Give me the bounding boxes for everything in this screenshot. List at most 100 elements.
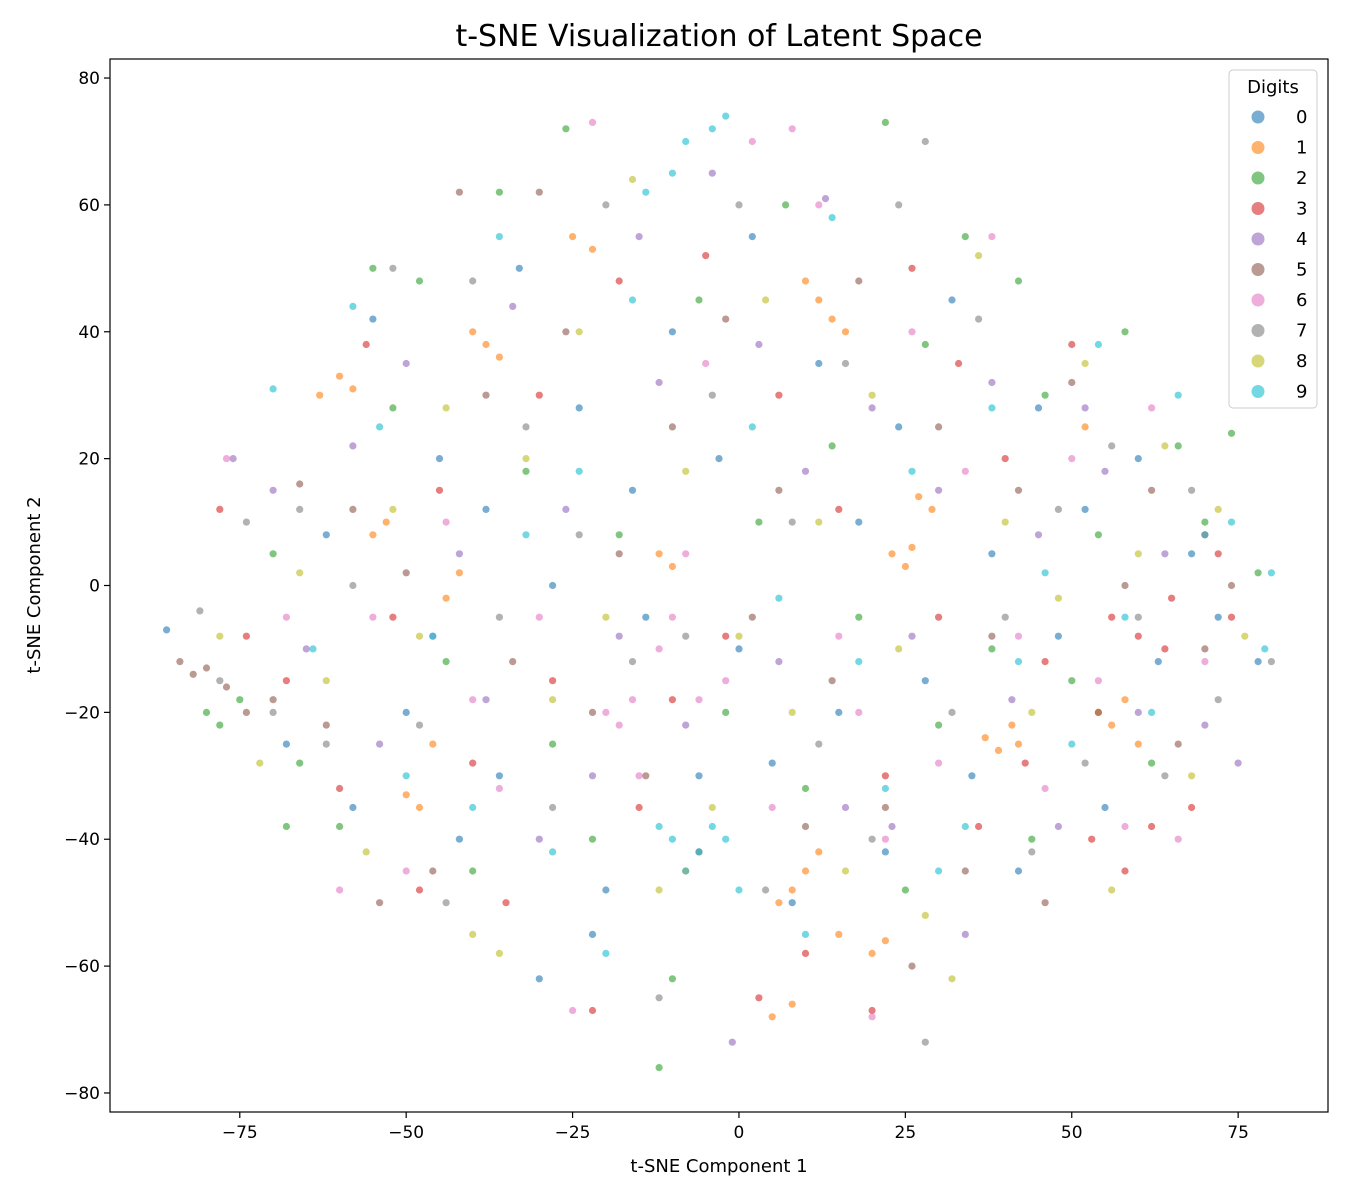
point-digit-8 — [921, 911, 929, 920]
point-digit-2 — [1227, 429, 1236, 437]
point-digit-3 — [336, 784, 344, 793]
legend-label-digit-4: 4 — [1296, 229, 1307, 250]
point-digit-2 — [855, 613, 863, 621]
point-digit-7 — [975, 315, 983, 323]
point-digit-2 — [1014, 277, 1023, 285]
point-digit-3 — [1148, 822, 1156, 831]
point-digit-7 — [522, 423, 530, 431]
legend-label-digit-3: 3 — [1296, 199, 1307, 220]
point-digit-5 — [402, 569, 410, 577]
point-digit-6 — [695, 696, 703, 704]
point-digit-2 — [695, 296, 703, 304]
point-digit-2 — [1028, 835, 1036, 843]
point-digit-6 — [442, 518, 450, 526]
point-digit-3 — [1088, 835, 1096, 843]
point-digit-2 — [722, 708, 730, 717]
point-digit-5 — [429, 867, 437, 875]
legend-marker-digit-9 — [1251, 385, 1265, 398]
point-digit-0 — [1054, 632, 1062, 640]
point-digit-0 — [815, 359, 823, 368]
series-digit-2 — [202, 118, 1262, 1072]
point-digit-4 — [935, 486, 943, 494]
point-digit-1 — [402, 791, 410, 799]
x-tick-label: 75 — [1227, 1123, 1249, 1143]
point-digit-4 — [349, 442, 357, 450]
point-digit-6 — [935, 759, 943, 767]
point-digit-9 — [668, 169, 677, 177]
point-digit-4 — [801, 467, 810, 475]
point-digit-3 — [1001, 455, 1009, 463]
point-digit-5 — [176, 658, 184, 666]
point-digit-1 — [994, 746, 1003, 755]
point-digit-3 — [835, 505, 843, 513]
point-digit-9 — [1261, 645, 1269, 653]
point-digit-1 — [349, 385, 357, 393]
point-digit-0 — [895, 423, 903, 431]
point-digit-7 — [296, 505, 304, 513]
point-digit-0 — [735, 645, 743, 653]
x-tick-label: −25 — [555, 1123, 591, 1143]
point-digit-5 — [202, 664, 211, 672]
point-digit-0 — [695, 772, 703, 780]
point-digit-3 — [282, 677, 290, 685]
point-digit-4 — [821, 195, 830, 203]
point-digit-4 — [229, 455, 237, 463]
point-digit-9 — [682, 137, 690, 146]
point-digit-4 — [988, 378, 996, 387]
point-digit-3 — [1021, 759, 1029, 767]
y-tick-label: −80 — [64, 1084, 100, 1104]
series-digit-5 — [176, 188, 1236, 970]
x-axis-label: t-SNE Component 1 — [630, 1156, 807, 1177]
point-digit-3 — [801, 949, 810, 958]
point-digit-5 — [1174, 740, 1182, 748]
point-digit-4 — [588, 772, 597, 780]
point-digit-2 — [216, 721, 224, 729]
point-digit-8 — [841, 867, 850, 875]
point-digit-5 — [908, 962, 916, 970]
point-digit-3 — [1041, 658, 1049, 666]
legend-title: Digits — [1247, 77, 1299, 98]
point-digit-8 — [575, 328, 583, 336]
point-digit-9 — [628, 296, 637, 304]
point-digit-1 — [815, 296, 823, 304]
point-digit-4 — [376, 740, 384, 748]
point-digit-8 — [216, 632, 224, 640]
point-digit-9 — [722, 112, 730, 120]
x-tick-label: −75 — [222, 1123, 258, 1143]
point-digit-5 — [935, 423, 943, 431]
legend-marker-digit-1 — [1251, 141, 1265, 154]
point-digit-3 — [935, 613, 943, 621]
point-digit-1 — [316, 391, 324, 399]
point-digit-6 — [748, 137, 756, 146]
series-digit-8 — [216, 175, 1249, 983]
point-digit-5 — [722, 315, 730, 323]
point-digit-3 — [955, 359, 963, 368]
point-digit-3 — [415, 886, 424, 894]
point-digit-0 — [788, 899, 796, 907]
point-digit-1 — [928, 505, 936, 513]
point-digit-5 — [855, 277, 863, 285]
point-digit-3 — [469, 759, 477, 767]
point-digit-3 — [668, 696, 677, 704]
point-digit-0 — [482, 505, 490, 513]
point-digit-5 — [615, 550, 623, 558]
point-digit-5 — [775, 486, 783, 494]
point-digit-5 — [562, 328, 570, 336]
y-tick-label: −60 — [64, 957, 100, 977]
point-digit-7 — [1108, 442, 1116, 450]
point-digit-6 — [469, 696, 477, 704]
point-digit-6 — [768, 803, 776, 812]
point-digit-1 — [1014, 740, 1023, 748]
point-digit-8 — [442, 404, 450, 412]
point-digit-5 — [1148, 486, 1156, 494]
point-digit-3 — [1068, 340, 1076, 349]
point-digit-4 — [655, 378, 663, 387]
point-digit-9 — [935, 867, 943, 875]
point-digit-0 — [535, 975, 543, 983]
series-digit-7 — [196, 137, 1275, 1046]
point-digit-9 — [748, 423, 756, 431]
point-digit-2 — [282, 822, 290, 831]
point-digit-5 — [269, 696, 277, 704]
point-digit-1 — [1008, 721, 1016, 729]
point-digit-3 — [868, 1006, 876, 1015]
